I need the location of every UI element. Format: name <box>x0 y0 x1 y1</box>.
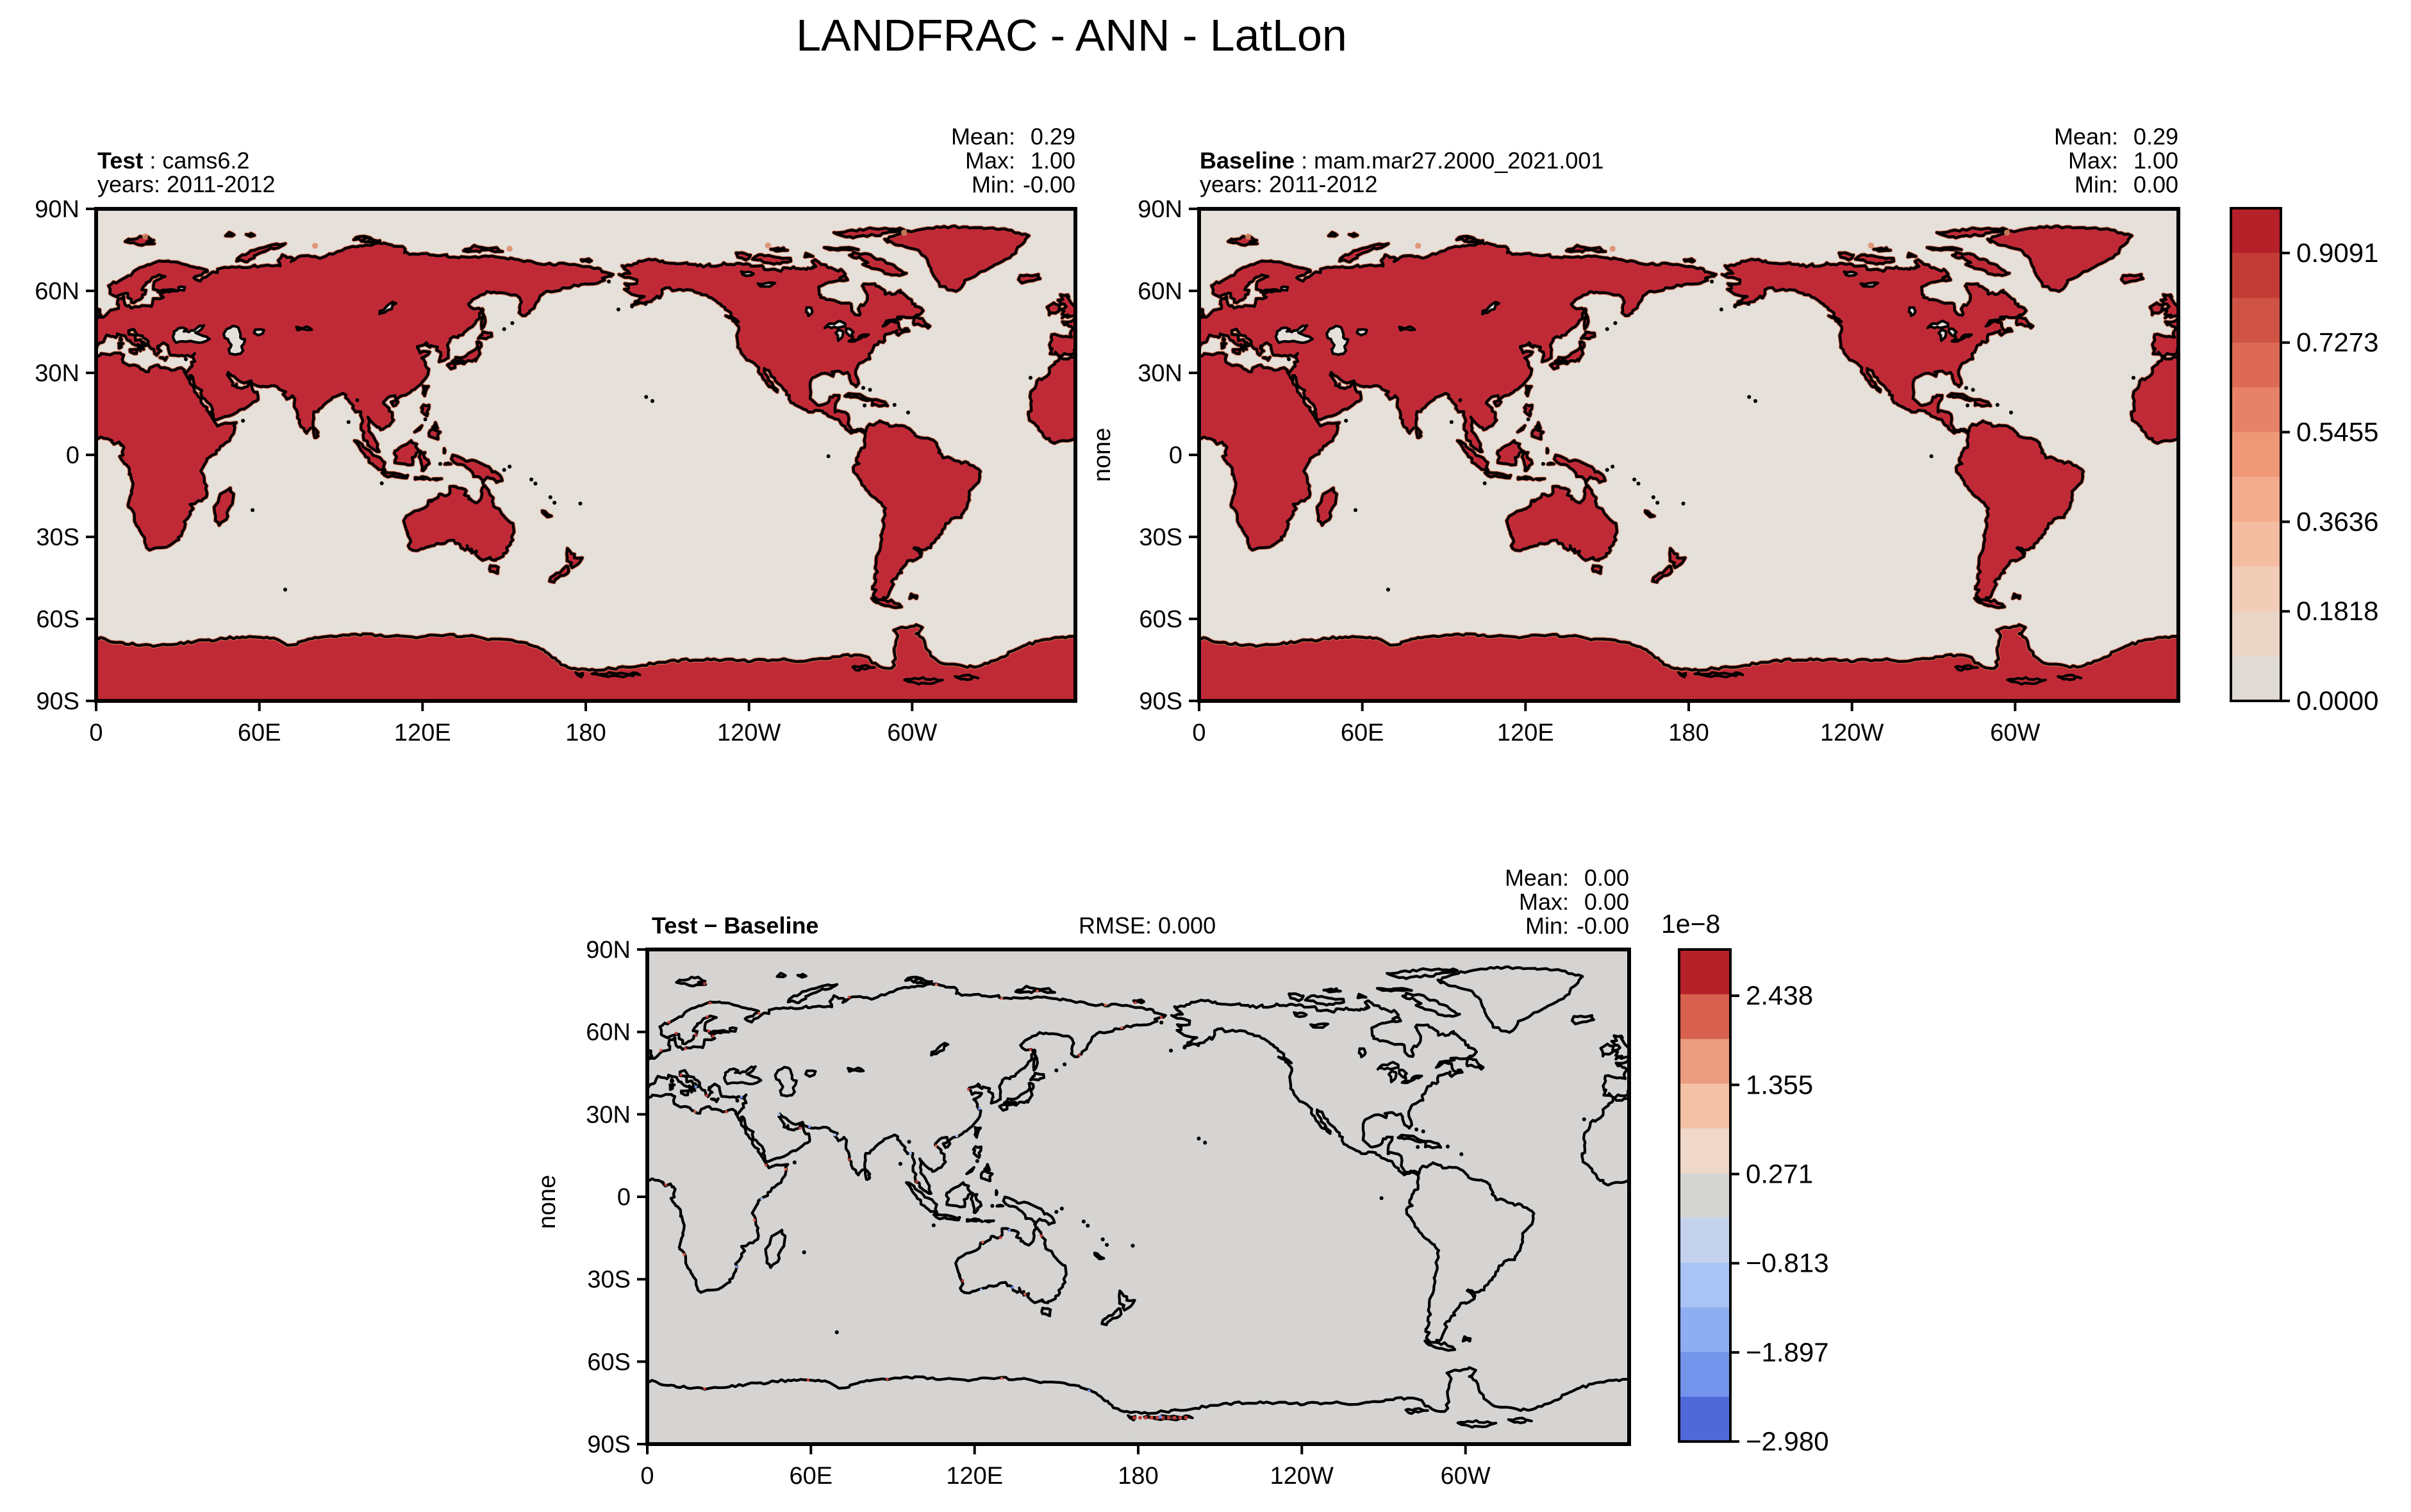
svg-text:−1.897: −1.897 <box>1746 1337 1829 1367</box>
svg-text:60W: 60W <box>1441 1463 1491 1490</box>
svg-text:0: 0 <box>89 719 103 746</box>
svg-text:1.355: 1.355 <box>1746 1069 1813 1099</box>
svg-text:Test : cams6.2: Test : cams6.2 <box>97 147 249 174</box>
svg-text:30N: 30N <box>1138 360 1182 387</box>
svg-text:1.00: 1.00 <box>1031 147 1075 174</box>
svg-text:−2.980: −2.980 <box>1746 1426 1829 1456</box>
svg-text:60S: 60S <box>587 1349 631 1376</box>
svg-text:0.271: 0.271 <box>1746 1159 1813 1189</box>
svg-text:0: 0 <box>1169 442 1182 469</box>
svg-text:0.3636: 0.3636 <box>2296 506 2378 536</box>
svg-text:60E: 60E <box>1341 719 1384 746</box>
svg-text:180: 180 <box>1118 1463 1158 1490</box>
svg-text:0.5455: 0.5455 <box>2296 417 2378 447</box>
svg-text:120W: 120W <box>1270 1463 1334 1490</box>
svg-text:years: 2011-2012: years: 2011-2012 <box>1200 171 1378 197</box>
svg-text:Max:: Max: <box>1519 889 1569 915</box>
svg-text:30S: 30S <box>587 1267 631 1294</box>
svg-text:30S: 30S <box>1139 524 1182 551</box>
svg-text:120E: 120E <box>394 719 451 746</box>
svg-text:Max:: Max: <box>965 147 1015 174</box>
svg-text:180: 180 <box>1668 719 1709 746</box>
svg-text:Test − Baseline: Test − Baseline <box>652 912 818 939</box>
svg-text:0.29: 0.29 <box>2133 124 2178 150</box>
svg-text:120E: 120E <box>1497 719 1554 746</box>
svg-text:60S: 60S <box>1139 606 1182 633</box>
svg-text:30N: 30N <box>586 1101 631 1128</box>
svg-text:0.29: 0.29 <box>1031 124 1075 150</box>
svg-text:60N: 60N <box>586 1019 631 1046</box>
svg-text:1.00: 1.00 <box>2133 147 2178 174</box>
svg-text:60E: 60E <box>789 1463 833 1490</box>
svg-text:0.9091: 0.9091 <box>2296 238 2378 268</box>
svg-text:Min:: Min: <box>2075 171 2118 197</box>
svg-text:30N: 30N <box>35 360 79 387</box>
svg-text:Min:: Min: <box>1525 912 1569 939</box>
svg-text:0.1818: 0.1818 <box>2296 596 2378 626</box>
svg-text:90S: 90S <box>1139 688 1182 715</box>
svg-text:0: 0 <box>66 442 79 469</box>
svg-text:60N: 60N <box>35 278 79 305</box>
svg-text:0: 0 <box>1192 719 1206 746</box>
svg-text:120W: 120W <box>717 719 781 746</box>
svg-text:0.00: 0.00 <box>1584 889 1629 915</box>
svg-text:0.00: 0.00 <box>2133 171 2178 197</box>
svg-text:years: 2011-2012: years: 2011-2012 <box>97 171 276 197</box>
svg-text:0.7273: 0.7273 <box>2296 327 2378 357</box>
svg-text:2.438: 2.438 <box>1746 980 1813 1010</box>
svg-text:90N: 90N <box>35 196 79 223</box>
svg-text:0.00: 0.00 <box>1584 865 1629 891</box>
svg-text:-0.00: -0.00 <box>1577 912 1629 939</box>
svg-text:0: 0 <box>617 1184 631 1211</box>
svg-text:Baseline : mam.mar27.2000_2021: Baseline : mam.mar27.2000_2021.001 <box>1200 147 1603 174</box>
svg-text:90N: 90N <box>1138 196 1182 223</box>
svg-text:−0.813: −0.813 <box>1746 1248 1829 1278</box>
svg-text:0.0000: 0.0000 <box>2296 686 2378 716</box>
svg-text:90N: 90N <box>586 937 631 964</box>
svg-text:Min:: Min: <box>972 171 1015 197</box>
svg-text:LANDFRAC - ANN - LatLon: LANDFRAC - ANN - LatLon <box>796 10 1347 60</box>
svg-text:30S: 30S <box>36 524 79 551</box>
svg-text:180: 180 <box>565 719 606 746</box>
svg-text:1e−8: 1e−8 <box>1661 909 1720 939</box>
svg-text:90S: 90S <box>36 688 79 715</box>
svg-text:RMSE: 0.000: RMSE: 0.000 <box>1079 912 1216 939</box>
svg-text:60W: 60W <box>887 719 937 746</box>
svg-text:90S: 90S <box>587 1431 631 1458</box>
svg-text:Max:: Max: <box>2068 147 2118 174</box>
svg-text:none: none <box>534 1175 561 1229</box>
svg-text:Mean:: Mean: <box>951 124 1015 150</box>
svg-text:60W: 60W <box>1990 719 2040 746</box>
svg-text:-0.00: -0.00 <box>1023 171 1075 197</box>
svg-text:Mean:: Mean: <box>1505 865 1569 891</box>
svg-text:60N: 60N <box>1138 278 1182 305</box>
svg-text:120W: 120W <box>1820 719 1884 746</box>
svg-text:none: none <box>1089 428 1116 482</box>
svg-text:60S: 60S <box>36 606 79 633</box>
svg-text:Mean:: Mean: <box>2054 124 2118 150</box>
svg-text:120E: 120E <box>946 1463 1003 1490</box>
svg-text:0: 0 <box>640 1463 654 1490</box>
svg-text:60E: 60E <box>238 719 281 746</box>
